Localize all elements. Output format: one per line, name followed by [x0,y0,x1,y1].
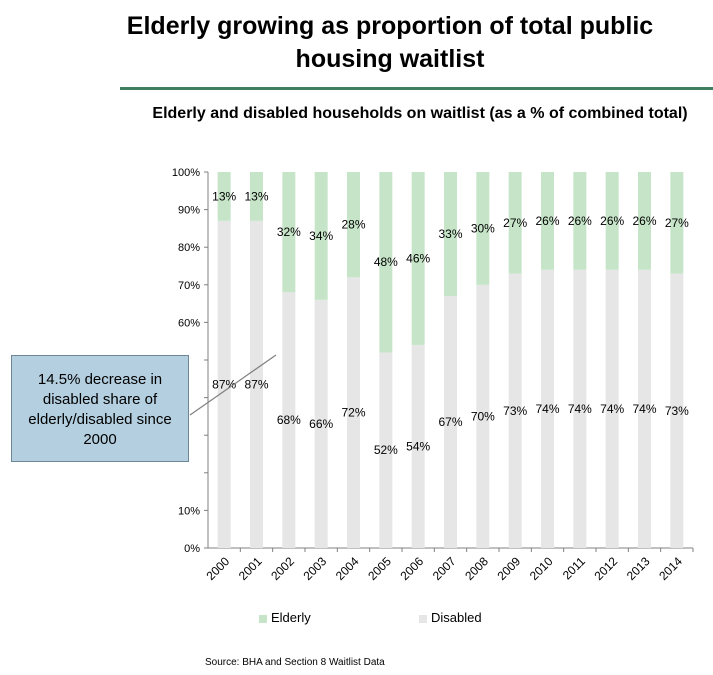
chart-x-tick-labels: 2000 2001 2002 2003 2004 2005 2006 2007 2008 2009… [204,554,686,583]
bar-elderly [476,172,490,285]
data-label-elderly: 26% [535,214,559,228]
data-label-elderly: 46% [406,251,430,265]
data-label-elderly: 26% [632,214,656,228]
x-tick-label: 2010 [527,554,556,583]
bar-elderly [217,172,231,221]
x-tick-label: 2001 [236,554,265,583]
bar-elderly [250,172,263,221]
bar-elderly [444,172,457,297]
data-label-elderly: 34% [309,229,333,243]
slide-title: Elderly growing as proportion of total p… [126,12,654,73]
data-label-disabled: 68% [277,413,301,427]
legend-label-elderly: Elderly [271,610,311,625]
data-label-elderly: 28% [341,218,365,232]
source-note: Source: BHA and Section 8 Waitlist Data [205,657,385,668]
data-label-disabled: 74% [535,402,559,416]
bar-elderly [314,172,328,300]
bar-disabled [282,292,296,548]
data-label-elderly: 48% [374,255,398,269]
bar-elderly [638,172,651,270]
bar-elderly [347,172,360,278]
x-tick-label: 2005 [365,554,394,583]
bar-disabled [411,344,425,548]
x-tick-label: 2000 [204,554,233,583]
bar-disabled [444,296,457,548]
x-tick-label: 2014 [656,554,685,583]
legend-item-disabled: Disabled [419,610,482,625]
y-tick-label: 60% [178,317,200,329]
data-label-disabled: 52% [374,443,398,457]
data-label-elderly: 27% [503,216,527,230]
x-tick-label: 2008 [462,554,491,583]
data-label-elderly: 13% [212,189,236,203]
bar-elderly [379,172,393,353]
data-label-disabled: 70% [471,409,495,423]
data-label-elderly: 27% [665,216,689,230]
x-tick-label: 2003 [301,554,330,583]
y-tick-label: 80% [178,242,200,254]
data-label-elderly: 13% [244,189,268,203]
data-label-disabled: 87% [244,377,268,391]
chart-bars [217,172,684,548]
data-label-disabled: 74% [600,402,624,416]
bar-disabled [670,273,684,548]
bar-elderly [573,172,587,270]
legend-item-elderly: Elderly [259,610,311,625]
x-tick-label: 2012 [592,554,621,583]
bar-disabled [638,269,651,548]
x-tick-label: 2006 [398,554,427,583]
data-label-disabled: 87% [212,377,236,391]
y-tick-label: 90% [178,205,200,217]
bar-disabled [379,352,393,548]
legend-label-disabled: Disabled [431,610,482,625]
x-tick-label: 2004 [333,554,362,583]
y-tick-label: 100% [172,167,200,179]
callout-pointer-line [189,354,277,416]
bar-disabled [541,269,554,548]
title-divider [120,87,713,90]
data-label-elderly: 33% [438,227,462,241]
bar-disabled [347,277,360,548]
callout-annotation: 14.5% decrease in disabled share of elde… [11,355,189,462]
y-tick-label: 0% [184,543,200,555]
bar-disabled [314,299,328,548]
bar-disabled [508,273,522,548]
data-label-disabled: 66% [309,417,333,431]
data-label-disabled: 74% [568,402,592,416]
bar-elderly [282,172,296,293]
data-label-elderly: 32% [277,225,301,239]
x-tick-label: 2002 [268,554,297,583]
legend-swatch-elderly [259,614,267,623]
data-label-disabled: 67% [438,415,462,429]
x-tick-label: 2009 [495,554,524,583]
data-label-disabled: 73% [665,404,689,418]
bar-disabled [250,220,263,548]
bar-disabled [573,269,587,548]
bar-elderly [605,172,619,270]
data-label-disabled: 74% [632,402,656,416]
bar-elderly [541,172,554,270]
bar-elderly [411,172,425,345]
data-label-disabled: 72% [341,406,365,420]
bar-disabled [605,269,619,548]
data-label-disabled: 54% [406,439,430,453]
bar-disabled [476,284,490,548]
x-tick-label: 2007 [430,554,459,583]
data-label-elderly: 26% [600,214,624,228]
chart-title: Elderly and disabled households on waitl… [152,105,688,122]
x-tick-label: 2013 [624,554,653,583]
y-tick-label: 70% [178,280,200,292]
data-label-elderly: 30% [471,221,495,235]
bar-elderly [508,172,522,274]
chart-data-labels: 87% 13% 87% 13% 68% 32% 66% 34% 72% 28% 52% 48% 54% 4… [212,189,689,457]
x-tick-label: 2011 [560,554,588,582]
data-label-disabled: 73% [503,404,527,418]
bar-disabled [217,220,231,548]
bar-elderly [670,172,684,274]
data-label-elderly: 26% [568,214,592,228]
legend-swatch-disabled [419,614,427,623]
y-tick-label: 10% [178,505,200,517]
